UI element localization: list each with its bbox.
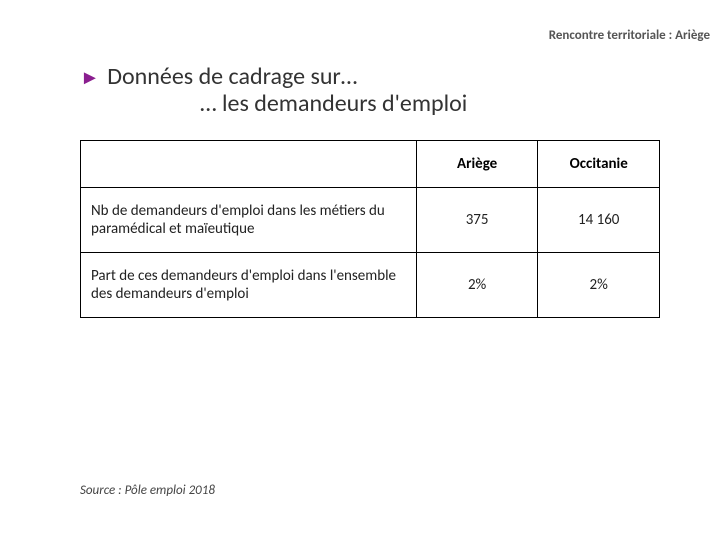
- triangle-right-icon: ►: [80, 66, 100, 90]
- table-header-occitanie: Occitanie: [538, 141, 660, 188]
- row-label: Part de ces demandeurs d'emploi dans l'e…: [81, 253, 417, 318]
- table-row: Part de ces demandeurs d'emploi dans l'e…: [81, 253, 660, 318]
- row-val-ariege: 375: [416, 188, 538, 253]
- title-block: ► Données de cadrage sur… … les demandeu…: [80, 62, 680, 118]
- table-header-row: Ariège Occitanie: [81, 141, 660, 188]
- title-line-1: ► Données de cadrage sur…: [80, 62, 680, 91]
- row-label: Nb de demandeurs d'emploi dans les métie…: [81, 188, 417, 253]
- table-header-ariege: Ariège: [416, 141, 538, 188]
- row-val-ariege: 2%: [416, 253, 538, 318]
- title-line-2: … les demandeurs d'emploi: [200, 89, 680, 118]
- source-note: Source : Pôle emploi 2018: [80, 483, 215, 498]
- table-row: Nb de demandeurs d'emploi dans les métie…: [81, 188, 660, 253]
- table-header-blank: [81, 141, 417, 188]
- row-val-occitanie: 14 160: [538, 188, 660, 253]
- data-table: Ariège Occitanie Nb de demandeurs d'empl…: [80, 140, 660, 318]
- title-text-1: Données de cadrage sur…: [107, 62, 357, 91]
- header-context-label: Rencontre territoriale : Ariège: [549, 28, 710, 43]
- row-val-occitanie: 2%: [538, 253, 660, 318]
